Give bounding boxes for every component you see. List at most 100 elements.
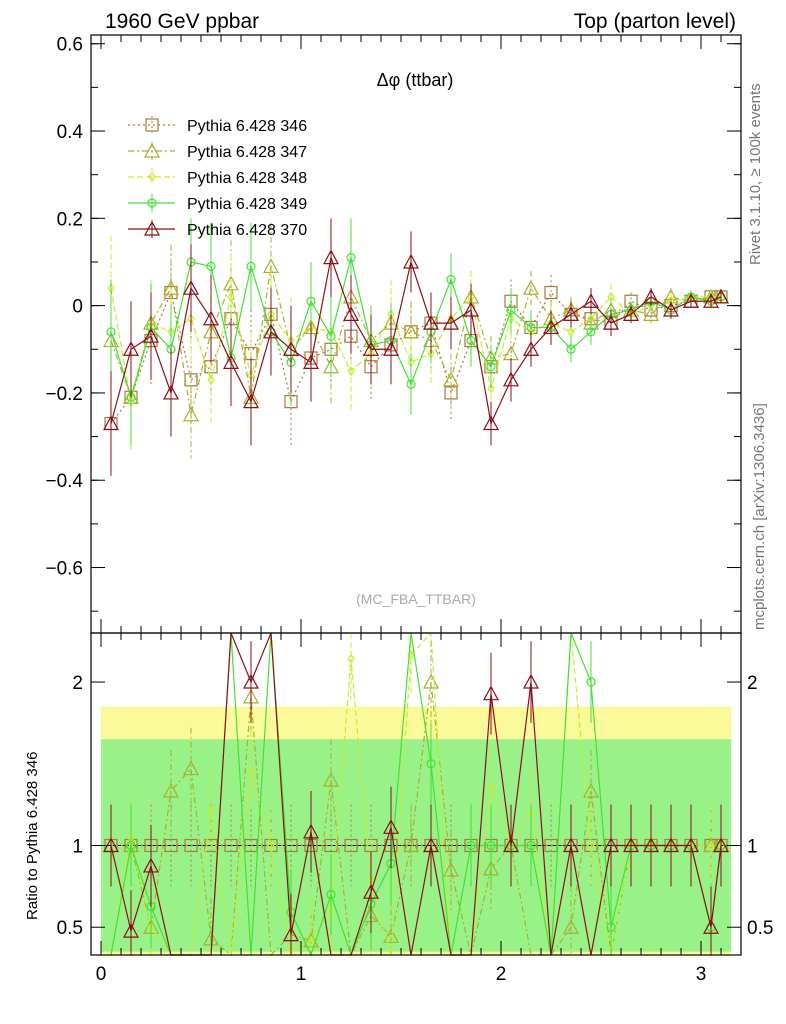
legend-label-4: Pythia 6.428 370 [187, 222, 307, 239]
ratio-point [402, 837, 420, 853]
ratio-point [182, 760, 200, 776]
ratio-point [307, 935, 315, 946]
ratio-point [487, 782, 495, 793]
data-point [102, 415, 120, 431]
data-point [346, 253, 356, 263]
data-point [246, 261, 256, 271]
data-point [506, 305, 516, 315]
ratio-point [682, 837, 700, 853]
data-point [142, 327, 160, 343]
ratio-point [202, 930, 220, 946]
ratio-point [662, 837, 680, 853]
data-point [662, 301, 680, 317]
data-point [607, 291, 615, 302]
data-point [566, 344, 576, 354]
data-point [182, 406, 200, 422]
ratio-point [486, 840, 496, 851]
legend-marker-4 [143, 220, 161, 236]
data-point [502, 371, 520, 387]
data-point [227, 291, 235, 302]
ratio-point [267, 840, 275, 851]
data-point [586, 327, 596, 337]
ratio-point [142, 857, 160, 873]
legend-label-2: Pythia 6.428 348 [187, 170, 307, 187]
data-point [406, 379, 416, 389]
data-point [642, 306, 660, 321]
data-point [162, 384, 180, 400]
data-point [306, 296, 316, 306]
ratio-point [426, 759, 436, 769]
data-point [206, 261, 216, 271]
ratio-ytick-label-right: 0.5 [747, 918, 773, 939]
data-point [462, 301, 480, 317]
ratio-panel: 0 1 2 3 2 2 1 1 0.5 0.5 [57, 631, 773, 985]
ratio-point [586, 677, 596, 687]
data-point [362, 341, 380, 356]
ratio-ytick-label: 2 [72, 673, 83, 694]
ratio-point [622, 837, 640, 853]
data-point [482, 415, 500, 431]
ratio-point [322, 771, 340, 787]
ytick-label: 0 [72, 297, 83, 318]
ratio-point [466, 840, 476, 851]
data-point [567, 326, 575, 337]
ratio-point [244, 838, 258, 853]
ytick-label: 0.2 [57, 209, 83, 230]
data-point [207, 374, 215, 385]
xtick-label: 1 [296, 964, 307, 985]
rivet-label: Rivet 3.1.10, ≥ 100k events [747, 83, 764, 265]
legend-marker-2 [148, 172, 156, 182]
ratio-point [382, 819, 400, 834]
ratio-frame [90, 632, 742, 956]
ratio-point [224, 838, 238, 853]
ytick-label: −0.4 [45, 471, 83, 492]
data-point [682, 292, 700, 308]
ratio-point [326, 889, 336, 900]
ratio-point [324, 838, 338, 853]
main-panel: 0.6 0.4 0.2 0 −0.2 −0.4 −0.6 [45, 34, 742, 634]
xtick-label: 3 [696, 964, 707, 985]
data-point [544, 285, 558, 300]
ratio-point [702, 918, 720, 934]
series-line-4 [110, 255, 722, 426]
ratio-point [602, 837, 620, 853]
data-point [622, 306, 640, 321]
legend-label-0: Pythia 6.428 346 [187, 118, 307, 135]
ratio-point [302, 823, 320, 839]
ratio-point [382, 928, 400, 943]
data-point [466, 335, 476, 346]
ratio-point [126, 840, 136, 851]
ytick-label: 0.4 [57, 122, 84, 143]
series-line-3 [110, 257, 722, 400]
legend-marker-1 [143, 142, 161, 158]
legend-label-1: Pythia 6.428 347 [187, 144, 307, 161]
data-point [122, 341, 140, 356]
right-title: Top (parton level) [574, 10, 736, 33]
ytick-label: −0.2 [45, 384, 83, 405]
ratio-point [184, 838, 198, 853]
ratio-point [362, 883, 380, 899]
ratio-point [204, 838, 218, 853]
ratio-point [347, 653, 355, 664]
ratio-point [247, 766, 255, 777]
data-point [642, 288, 660, 304]
ratio-point [164, 838, 178, 853]
left-title: 1960 GeV ppbar [105, 10, 259, 33]
ratio-point [207, 805, 215, 816]
data-point [582, 292, 600, 308]
ytick-label: 0.6 [57, 35, 83, 56]
ratio-point [544, 838, 558, 853]
ratio-point [162, 782, 180, 798]
ratio-point [442, 861, 460, 877]
ratio-point [122, 922, 140, 938]
ratio-ytick-label-right: 1 [747, 836, 758, 857]
data-point [522, 279, 540, 295]
ratio-point [712, 837, 730, 853]
data-point [282, 341, 300, 356]
data-point [347, 366, 355, 377]
ratio-point [522, 673, 540, 689]
data-point [562, 306, 580, 321]
data-point [182, 279, 200, 295]
ratio-point [502, 837, 520, 853]
data-point [442, 371, 460, 387]
